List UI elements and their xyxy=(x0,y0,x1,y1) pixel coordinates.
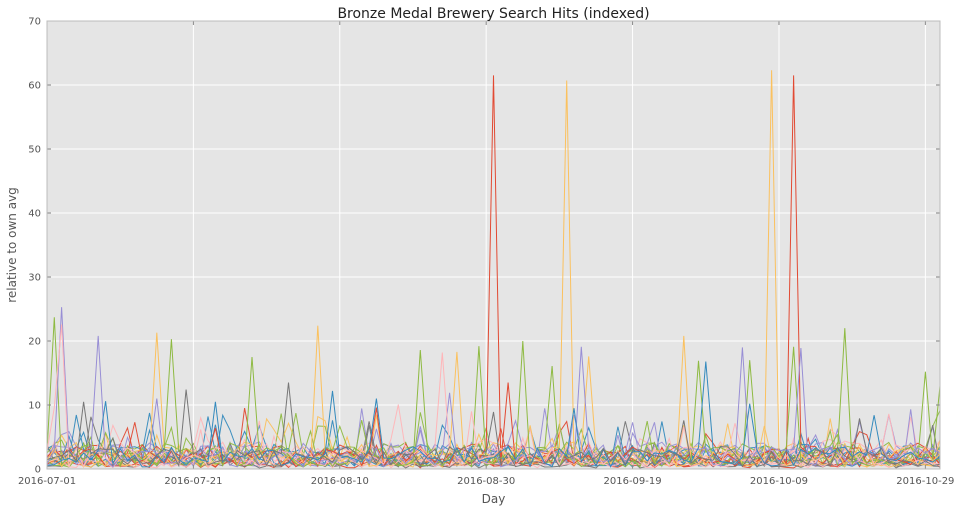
x-tick-label: 2016-07-01 xyxy=(18,476,76,487)
y-tick-label: 0 xyxy=(35,465,41,476)
y-tick-label: 40 xyxy=(28,209,41,220)
y-tick-label: 70 xyxy=(28,17,41,28)
x-tick-label: 2016-10-29 xyxy=(896,476,954,487)
x-tick-label: 2016-10-09 xyxy=(750,476,808,487)
y-tick-label: 10 xyxy=(28,401,41,412)
axes: 0 10 20 30 40 50 60 70 2016-07-01 2016-07-21 2016-… xyxy=(18,17,954,488)
y-tick-label: 60 xyxy=(28,81,41,92)
x-axis-title: Day xyxy=(482,492,506,506)
y-axis-title: relative to own avg xyxy=(5,187,19,303)
x-tick-label: 2016-07-21 xyxy=(164,476,222,487)
chart-title: Bronze Medal Brewery Search Hits (indexe… xyxy=(337,6,649,22)
series-line xyxy=(46,75,941,468)
y-tick-label: 50 xyxy=(28,145,41,156)
y-tick-label: 30 xyxy=(28,273,41,284)
plot-frame xyxy=(46,20,941,470)
series-line xyxy=(46,404,941,467)
series-line xyxy=(46,307,941,468)
y-tick-label: 20 xyxy=(28,337,41,348)
x-tick-label: 2016-09-19 xyxy=(604,476,662,487)
series-line xyxy=(46,382,941,468)
x-tick-label: 2016-08-30 xyxy=(457,476,515,487)
series-lines xyxy=(46,70,941,469)
x-tick-label: 2016-08-10 xyxy=(311,476,369,487)
series-line xyxy=(46,324,941,468)
series-line xyxy=(46,361,941,468)
